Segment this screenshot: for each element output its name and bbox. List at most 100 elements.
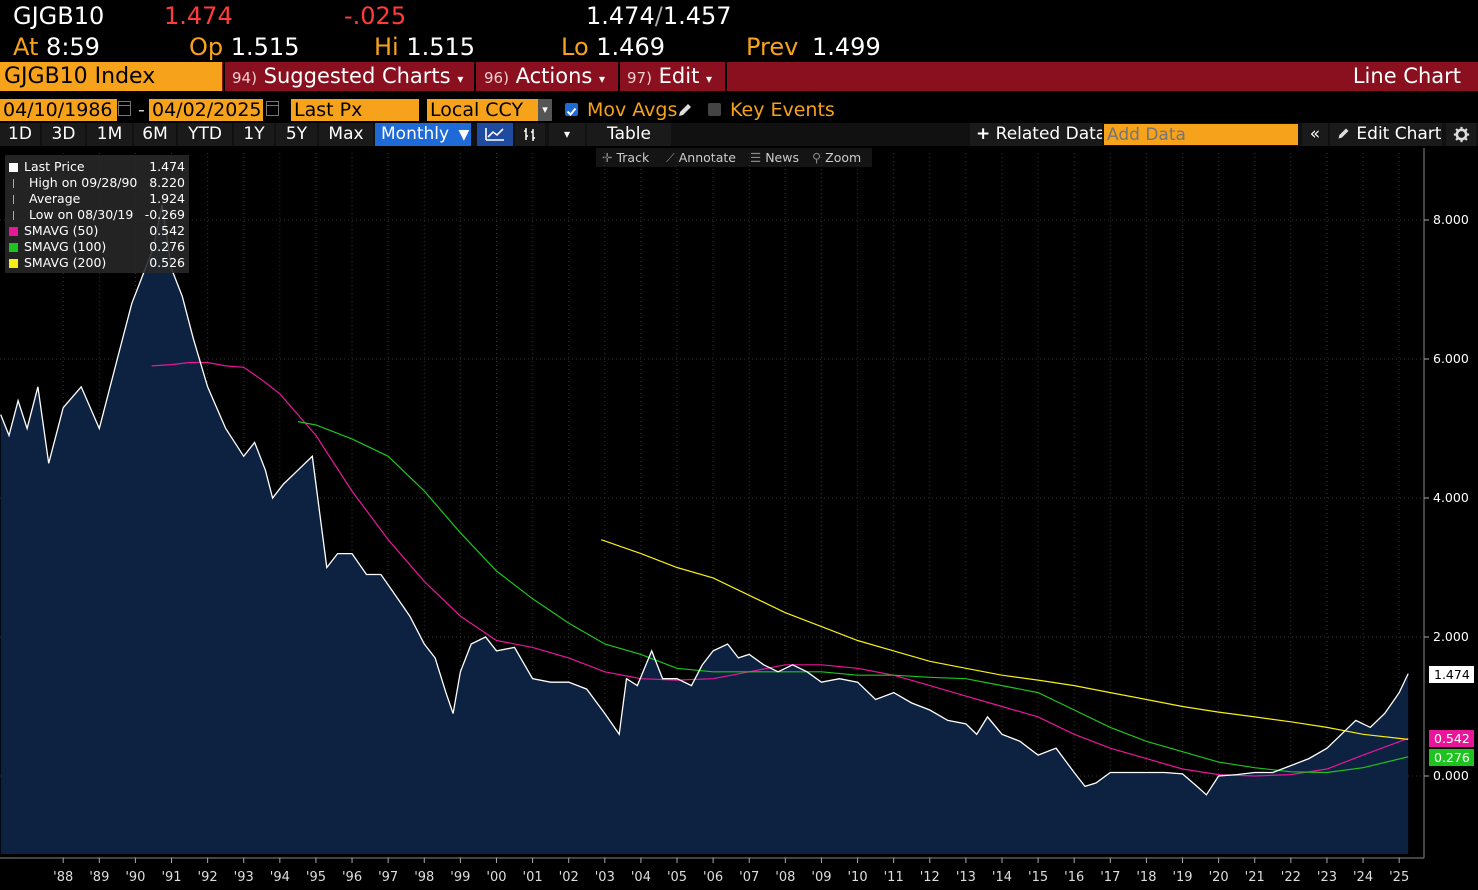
key-events-label[interactable]: Key Events bbox=[730, 99, 835, 121]
tab-ytd[interactable]: YTD bbox=[178, 123, 232, 146]
field-select[interactable]: Last Px bbox=[291, 99, 419, 121]
x-tick-label: '19 bbox=[1172, 870, 1193, 885]
legend-value: 0.542 bbox=[149, 223, 185, 238]
currency-select[interactable]: Local CCY bbox=[427, 99, 539, 121]
bar-chart-icon[interactable] bbox=[515, 123, 545, 146]
tab-6m[interactable]: 6M bbox=[134, 123, 176, 146]
y-tick-label: 4.000 bbox=[1433, 490, 1469, 505]
x-tick-label: '95 bbox=[305, 870, 326, 885]
pencil-icon bbox=[1338, 128, 1349, 139]
tab-1y[interactable]: 1Y bbox=[234, 123, 274, 146]
legend-label: Low on 08/30/19 bbox=[29, 207, 134, 222]
edit-button[interactable]: 97) Edit ▾ bbox=[627, 62, 712, 91]
annotate-icon: ⟋ bbox=[666, 150, 675, 165]
edit-chart-button[interactable]: Edit Chart bbox=[1330, 123, 1442, 146]
x-tick-label: '89 bbox=[89, 870, 110, 885]
x-tick-label: '21 bbox=[1244, 870, 1265, 885]
legend-value: 0.276 bbox=[149, 239, 185, 254]
key-events-checkbox[interactable] bbox=[708, 103, 721, 116]
ticker: GJGB10 bbox=[13, 2, 105, 30]
chevron-down-icon[interactable]: ▾ bbox=[538, 99, 552, 121]
x-tick-label: '11 bbox=[883, 870, 904, 885]
collapse-icon[interactable]: « bbox=[1302, 123, 1328, 146]
legend-item: High on 09/28/90 bbox=[9, 175, 137, 191]
tab-3d[interactable]: 3D bbox=[42, 123, 85, 146]
gear-icon[interactable] bbox=[1446, 123, 1476, 146]
x-tick-label: '04 bbox=[630, 870, 651, 885]
divider bbox=[725, 62, 727, 91]
chevron-down-icon: ▼ bbox=[458, 127, 470, 143]
y-tick-label: 2.000 bbox=[1433, 629, 1469, 644]
pencil-icon[interactable] bbox=[676, 101, 694, 123]
table-button[interactable]: Table bbox=[587, 123, 671, 146]
news-label: News bbox=[765, 150, 799, 165]
legend-swatch bbox=[13, 179, 18, 188]
legend-swatch bbox=[13, 211, 18, 220]
calendar-icon[interactable] bbox=[266, 101, 279, 116]
x-tick-label: '14 bbox=[991, 870, 1013, 885]
prev-group: Prev 1.499 bbox=[746, 33, 881, 61]
mov-avgs-label[interactable]: Mov Avgs bbox=[587, 99, 678, 121]
add-data-input[interactable] bbox=[1104, 124, 1298, 145]
legend-label: SMAVG (100) bbox=[24, 239, 107, 254]
high-label: Hi bbox=[374, 33, 399, 61]
suggested-label: Suggested Charts bbox=[263, 64, 451, 88]
actions-button[interactable]: 96) Actions ▾ bbox=[484, 62, 605, 91]
x-tick-label: '96 bbox=[341, 870, 363, 885]
x-tick-label: '06 bbox=[703, 870, 724, 885]
x-tick-label: '08 bbox=[775, 870, 796, 885]
news-tool[interactable]: ☰ News bbox=[750, 148, 799, 167]
last-price-tag: 1.474 bbox=[1429, 665, 1474, 683]
bid-value: 1.474 bbox=[586, 2, 655, 30]
annotate-tool[interactable]: ⟋ Annotate bbox=[666, 148, 736, 167]
at-time: 8:59 bbox=[46, 33, 100, 61]
low-label: Lo bbox=[561, 33, 589, 61]
prev-label: Prev bbox=[746, 33, 799, 61]
frequency-select[interactable]: Monthly ▼ bbox=[375, 123, 471, 146]
security-field[interactable]: GJGB10 Index bbox=[0, 62, 222, 91]
low-value: 1.469 bbox=[596, 33, 665, 61]
related-data-button[interactable]: + Related Data bbox=[970, 123, 1102, 146]
line-chart-icon[interactable] bbox=[477, 123, 513, 146]
calendar-icon[interactable] bbox=[118, 101, 131, 116]
chevron-down-icon[interactable]: ▾ bbox=[549, 123, 585, 146]
legend-item: Low on 08/30/19 bbox=[9, 207, 133, 223]
zoom-tool[interactable]: ⚲ Zoom bbox=[812, 148, 861, 167]
start-date-input[interactable]: 04/10/1986 bbox=[0, 99, 117, 121]
x-tick-label: '16 bbox=[1064, 870, 1085, 885]
open-label: Op bbox=[189, 33, 224, 61]
price-chart[interactable] bbox=[0, 148, 1478, 890]
x-tick-label: '94 bbox=[269, 870, 290, 885]
x-tick-label: '17 bbox=[1100, 870, 1121, 885]
x-tick-label: '98 bbox=[414, 870, 435, 885]
annotate-label: Annotate bbox=[678, 150, 736, 165]
mov-avgs-checkbox[interactable] bbox=[565, 103, 578, 116]
chevron-down-icon: ▾ bbox=[706, 72, 713, 86]
low-group: Lo 1.469 bbox=[561, 33, 665, 61]
divider bbox=[223, 62, 225, 91]
x-tick-label: '00 bbox=[486, 870, 507, 885]
tab-max[interactable]: Max bbox=[319, 123, 373, 146]
legend-swatch bbox=[9, 163, 18, 172]
tab-5y[interactable]: 5Y bbox=[276, 123, 317, 146]
suggested-charts-button[interactable]: 94) Suggested Charts ▾ bbox=[232, 62, 463, 91]
open-group: Op 1.515 bbox=[189, 33, 299, 61]
end-date-input[interactable]: 04/02/2025 bbox=[149, 99, 263, 121]
legend-value: -0.269 bbox=[144, 207, 185, 222]
x-tick-label: '90 bbox=[125, 870, 146, 885]
legend-item: Average bbox=[9, 191, 80, 207]
news-icon: ☰ bbox=[750, 150, 762, 165]
legend-label: SMAVG (200) bbox=[24, 255, 107, 270]
chevron-down-icon: ▾ bbox=[599, 72, 606, 86]
legend-value: 1.474 bbox=[149, 159, 185, 174]
tab-1m[interactable]: 1M bbox=[87, 123, 132, 146]
prev-value: 1.499 bbox=[812, 33, 881, 61]
x-tick-label: '97 bbox=[378, 870, 399, 885]
tab-1d[interactable]: 1D bbox=[0, 123, 40, 146]
x-tick-label: '92 bbox=[197, 870, 218, 885]
bid-ask: 1.474/1.457 bbox=[586, 2, 732, 30]
x-tick-label: '02 bbox=[558, 870, 579, 885]
legend-label: SMAVG (50) bbox=[24, 223, 99, 238]
frequency-label: Monthly bbox=[381, 124, 450, 144]
series-line-last-price bbox=[0, 204, 1409, 796]
